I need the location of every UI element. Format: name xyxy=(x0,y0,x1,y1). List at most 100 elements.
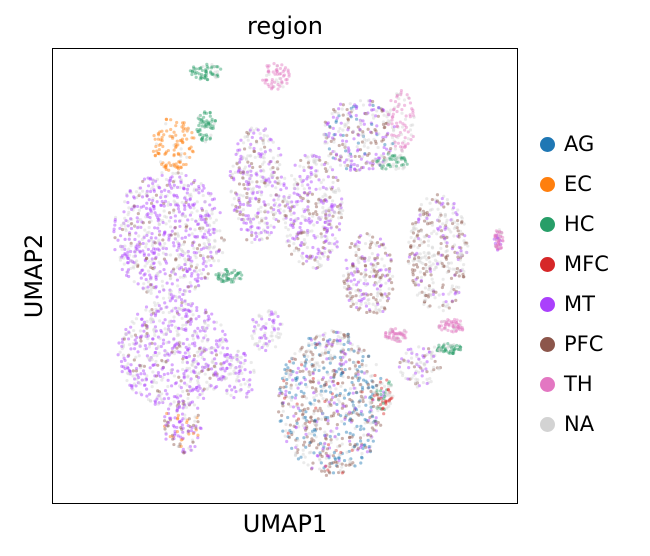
data-point xyxy=(334,119,338,123)
data-point xyxy=(143,228,147,232)
data-point xyxy=(341,142,345,147)
data-point xyxy=(362,141,367,145)
data-point xyxy=(140,268,144,273)
data-point xyxy=(194,285,198,289)
data-point xyxy=(199,74,203,78)
data-point xyxy=(267,339,272,343)
data-point xyxy=(127,274,131,279)
data-point xyxy=(396,160,400,164)
data-point xyxy=(388,253,392,257)
data-point xyxy=(127,343,132,347)
data-point xyxy=(339,367,344,371)
data-point xyxy=(169,203,173,207)
data-point xyxy=(321,206,325,210)
data-point xyxy=(301,416,305,420)
data-point xyxy=(157,147,161,152)
data-point xyxy=(204,235,208,239)
data-point xyxy=(154,285,158,289)
data-point xyxy=(164,150,169,154)
data-point xyxy=(373,157,377,161)
data-point xyxy=(326,121,331,125)
data-point xyxy=(282,209,286,213)
data-point xyxy=(154,255,158,259)
data-point xyxy=(143,344,147,348)
data-point xyxy=(426,244,431,248)
data-point xyxy=(338,461,342,466)
data-point xyxy=(146,215,150,219)
data-point xyxy=(247,130,251,134)
data-point xyxy=(205,77,209,82)
data-point xyxy=(357,154,361,159)
data-point xyxy=(164,117,169,122)
data-point xyxy=(158,186,162,190)
data-point xyxy=(289,398,294,402)
data-point xyxy=(191,150,195,154)
data-point xyxy=(177,242,181,246)
data-point xyxy=(390,115,394,119)
data-point xyxy=(209,71,213,75)
data-point xyxy=(204,69,208,73)
data-point xyxy=(284,429,288,433)
data-point xyxy=(237,160,242,164)
legend-item-pfc: PFC xyxy=(540,324,609,364)
data-point xyxy=(301,412,305,416)
data-point xyxy=(134,245,138,249)
data-point xyxy=(328,471,332,475)
data-point xyxy=(378,298,382,302)
data-point xyxy=(193,228,197,232)
data-point xyxy=(142,372,147,376)
data-point xyxy=(383,142,387,147)
data-point xyxy=(371,99,375,104)
data-point xyxy=(247,179,251,183)
data-point xyxy=(375,287,379,291)
data-point xyxy=(172,183,176,187)
data-point xyxy=(337,129,341,134)
data-point xyxy=(184,162,188,167)
data-point xyxy=(310,466,314,470)
data-point xyxy=(245,195,249,200)
data-point xyxy=(457,235,461,239)
data-point xyxy=(252,217,256,221)
data-point xyxy=(311,379,315,384)
data-point xyxy=(238,148,242,152)
data-point xyxy=(230,388,234,392)
data-point xyxy=(121,253,125,258)
data-point xyxy=(396,125,400,129)
data-point xyxy=(179,166,183,170)
data-point xyxy=(430,197,434,202)
data-point xyxy=(265,134,269,138)
data-point xyxy=(161,219,165,223)
data-point xyxy=(337,114,341,118)
data-point xyxy=(153,342,157,346)
data-point xyxy=(163,301,167,305)
data-point xyxy=(303,352,308,356)
data-point xyxy=(175,278,180,282)
data-point xyxy=(302,191,306,195)
cluster-21 xyxy=(437,317,465,334)
data-point xyxy=(417,357,421,361)
data-point xyxy=(145,231,149,235)
data-point xyxy=(241,202,246,207)
data-point xyxy=(259,315,263,319)
data-point xyxy=(196,130,200,134)
data-point xyxy=(270,86,274,90)
data-point xyxy=(393,327,398,331)
data-point xyxy=(145,194,149,198)
data-point xyxy=(171,180,175,184)
data-point xyxy=(329,438,333,442)
data-point xyxy=(202,232,207,236)
data-point xyxy=(237,166,241,170)
data-point xyxy=(153,137,157,141)
data-point xyxy=(197,226,202,231)
data-point xyxy=(133,224,137,228)
data-point xyxy=(255,170,259,175)
data-point xyxy=(314,210,318,214)
data-point xyxy=(374,298,378,302)
data-point xyxy=(154,312,158,316)
data-point xyxy=(163,419,167,423)
data-point xyxy=(259,147,263,151)
data-point xyxy=(318,198,323,202)
data-point xyxy=(351,130,355,134)
data-point xyxy=(346,128,350,132)
data-point xyxy=(289,212,293,217)
